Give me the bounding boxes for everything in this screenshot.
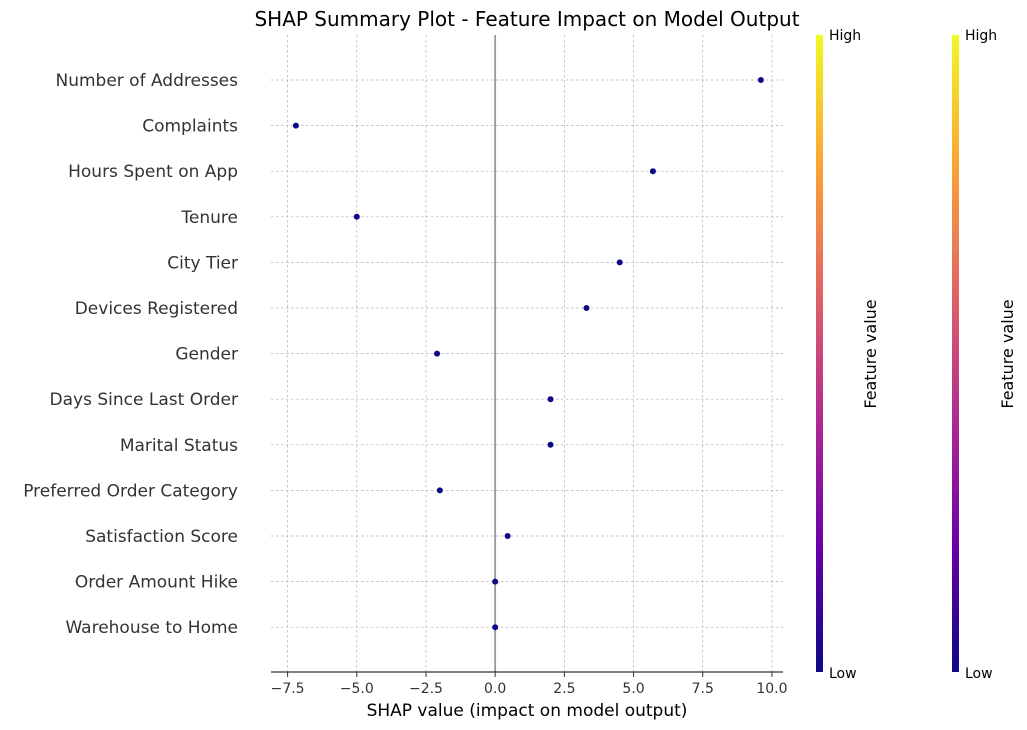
x-tick-label: 10.0: [756, 681, 787, 697]
colorbar-2: High Low Feature value: [952, 28, 1017, 682]
feature-label: Complaints: [142, 117, 238, 137]
colorbar-1-gradient: [816, 35, 823, 672]
colorbar-1-low-label: Low: [829, 666, 857, 682]
feature-label: Satisfaction Score: [85, 527, 238, 547]
shap-point: [292, 122, 299, 129]
shap-point: [583, 305, 590, 311]
colorbar-2-gradient: [952, 35, 959, 672]
shap-point: [547, 441, 554, 448]
feature-label: Number of Addresses: [55, 71, 238, 91]
feature-label: Tenure: [180, 208, 238, 228]
colorbar-1-high-label: High: [829, 28, 861, 44]
shap-point: [492, 578, 499, 585]
feature-label: City Tier: [167, 253, 238, 273]
x-tick-label: 5.0: [622, 681, 644, 697]
feature-label: Hours Spent on App: [68, 162, 238, 182]
feature-label: Gender: [175, 345, 238, 365]
feature-label: Marital Status: [120, 436, 238, 456]
feature-label: Warehouse to Home: [65, 618, 238, 638]
colorbar-1: High Low Feature value: [816, 28, 880, 682]
chart-title: SHAP Summary Plot - Feature Impact on Mo…: [254, 7, 799, 31]
shap-point: [547, 396, 554, 403]
colorbar-1-title: Feature value: [861, 299, 880, 408]
shap-point: [649, 168, 656, 175]
shap-point: [757, 77, 764, 83]
shap-point: [616, 259, 623, 266]
shap-point: [434, 350, 441, 357]
shap-point: [504, 533, 511, 539]
shap-point: [436, 487, 443, 494]
x-tick-label: 0.0: [484, 681, 506, 697]
colorbar-2-title: Feature value: [998, 299, 1017, 408]
x-tick-label: −7.5: [271, 681, 305, 697]
x-tick-label: −2.5: [409, 681, 443, 697]
shap-point: [353, 213, 360, 220]
x-tick-label: 7.5: [692, 681, 714, 697]
feature-label: Order Amount Hike: [75, 573, 238, 593]
colorbar-2-high-label: High: [965, 28, 997, 44]
feature-label: Days Since Last Order: [50, 390, 238, 410]
x-tick-label: 2.5: [553, 681, 575, 697]
x-axis-label: SHAP value (impact on model output): [367, 701, 688, 721]
feature-label: Preferred Order Category: [23, 481, 238, 501]
shap-point: [492, 624, 499, 631]
colorbar-2-low-label: Low: [965, 666, 993, 682]
x-tick-label: −5.0: [340, 681, 374, 697]
feature-label: Devices Registered: [75, 299, 238, 319]
